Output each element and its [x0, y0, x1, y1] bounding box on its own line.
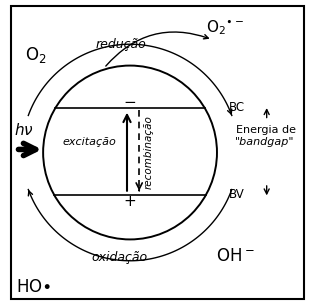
Text: excitação: excitação	[62, 137, 116, 147]
Text: recombinação: recombinação	[144, 116, 154, 189]
Text: O$_2$: O$_2$	[25, 45, 46, 65]
Text: oxidação: oxidação	[91, 251, 147, 264]
Text: $h\nu$: $h\nu$	[14, 122, 34, 138]
Text: OH$^-$: OH$^-$	[216, 247, 255, 265]
Text: $+$: $+$	[123, 194, 137, 210]
Text: $-$: $-$	[123, 92, 137, 108]
Text: BV: BV	[229, 188, 245, 201]
FancyArrowPatch shape	[106, 32, 208, 66]
Text: BC: BC	[229, 101, 245, 114]
Text: HO$\bullet$: HO$\bullet$	[16, 278, 52, 296]
Text: redução: redução	[95, 38, 146, 51]
Text: O$_2$$^{\bullet -}$: O$_2$$^{\bullet -}$	[206, 18, 243, 37]
Text: Energia de: Energia de	[236, 125, 296, 135]
FancyBboxPatch shape	[11, 6, 304, 299]
Text: "bandgap": "bandgap"	[235, 137, 295, 147]
